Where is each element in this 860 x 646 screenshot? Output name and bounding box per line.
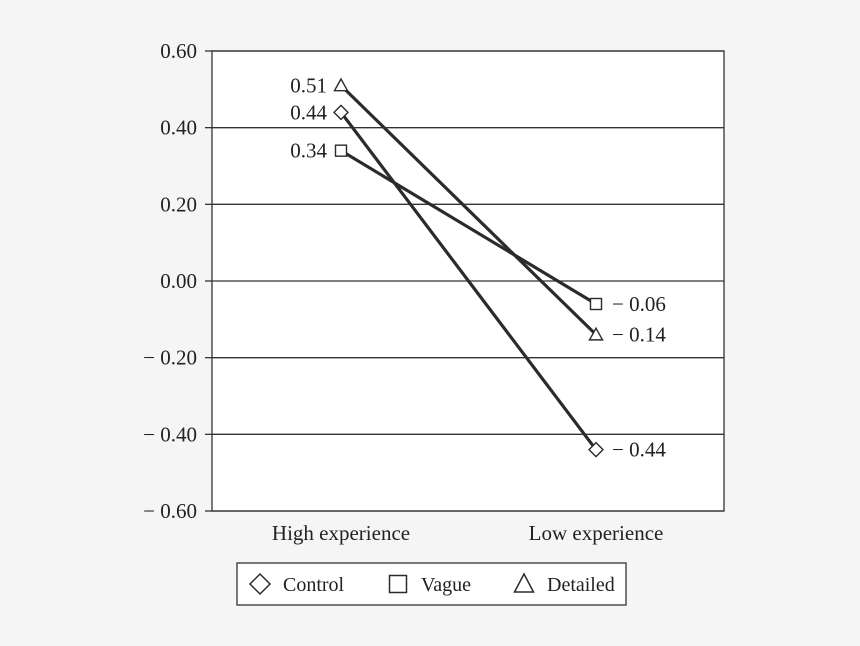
- data-point-control: [588, 441, 604, 458]
- legend-diamond-icon: [248, 572, 272, 596]
- series: [333, 77, 604, 458]
- y-axis: 0.60 0.40 0.20 0.00 − 0.20 − 0.40 − 0.60: [143, 39, 212, 523]
- y-tick-label: 0.40: [160, 116, 197, 140]
- legend-label: Vague: [421, 574, 471, 596]
- series-line-detailed: [339, 83, 598, 337]
- data-label: 0.51: [290, 74, 327, 98]
- series-line-vague: [339, 149, 598, 306]
- data-label: − 0.14: [612, 323, 666, 347]
- data-labels: 0.44 − 0.44 0.34 − 0.06 0.51 − 0.14: [290, 74, 666, 462]
- legend-label: Control: [283, 574, 345, 596]
- x-category-label: High experience: [272, 521, 410, 545]
- data-point-vague: [334, 144, 348, 157]
- legend-square-icon: [388, 574, 408, 594]
- series-line-control: [339, 110, 598, 452]
- legend-triangle-icon: [513, 572, 535, 593]
- data-label: − 0.44: [612, 438, 666, 462]
- x-axis: High experience Low experience: [272, 521, 663, 545]
- data-label: 0.34: [290, 139, 327, 163]
- data-point-detailed: [588, 326, 604, 341]
- data-point-control: [333, 104, 349, 121]
- legend-box: [236, 562, 627, 606]
- y-tick-label: − 0.60: [143, 499, 197, 523]
- data-point-vague: [589, 297, 603, 311]
- x-category-label: Low experience: [529, 521, 664, 545]
- data-label: 0.44: [290, 100, 327, 124]
- y-tick-label: 0.60: [160, 39, 197, 63]
- y-tick-label: − 0.20: [143, 346, 197, 370]
- data-point-detailed: [333, 77, 349, 92]
- y-tick-label: 0.20: [160, 192, 197, 216]
- gridlines: [212, 50, 724, 512]
- data-label: − 0.06: [612, 292, 666, 316]
- y-tick-label: 0.00: [160, 269, 197, 293]
- legend-label: Detailed: [547, 574, 615, 596]
- y-tick-label: − 0.40: [143, 422, 197, 446]
- legend: Control Vague Detailed: [236, 562, 627, 606]
